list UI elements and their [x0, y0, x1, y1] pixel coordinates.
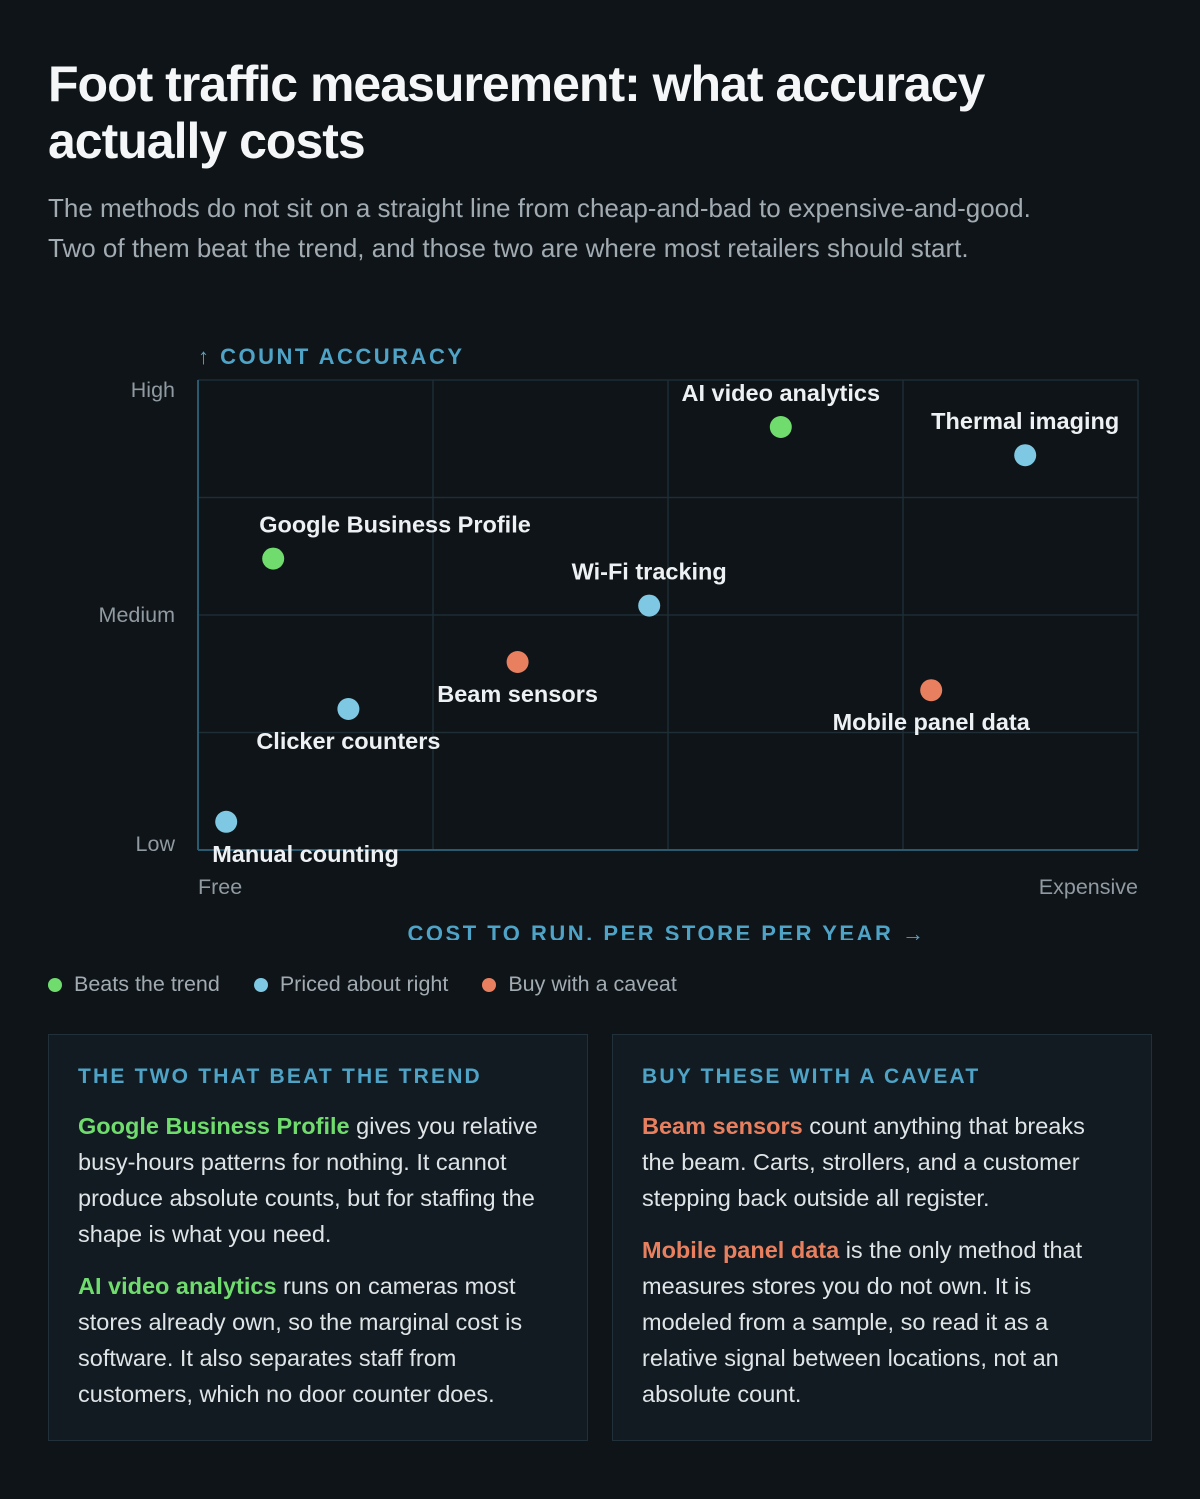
legend-dot-blue — [253, 977, 268, 992]
method-highlight: Beam sensors — [642, 1113, 803, 1139]
data-point — [638, 594, 661, 617]
legend-item-priced-right: Priced about right — [253, 972, 449, 997]
method-description: runs on cameras most stores already own,… — [78, 1273, 523, 1407]
legend-dot-orange — [482, 977, 497, 992]
y-tick-label: Low — [136, 832, 176, 856]
y-axis-title: ↑ COUNT ACCURACY — [198, 344, 465, 369]
method-description: count anything that breaks the beam. Car… — [642, 1113, 1085, 1211]
method-description: gives you relative busy-hours patterns f… — [78, 1113, 538, 1247]
y-tick-label: High — [131, 378, 175, 402]
legend-label: Beats the trend — [74, 972, 220, 996]
data-point — [920, 679, 943, 702]
chart-legend: Beats the trend Priced about right Buy w… — [48, 972, 677, 997]
scatter-chart: ↑ COUNT ACCURACY High Medium Low Free Expe… — [99, 344, 1139, 940]
legend-item-caveat: Buy with a caveat — [482, 972, 677, 997]
card-paragraph: Beam sensors count anything that breaks … — [642, 1108, 1123, 1216]
x-axis-title: COST TO RUN, PER STORE PER YEAR → — [408, 921, 927, 940]
data-label: Beam sensors — [437, 681, 598, 707]
card-beat-trend: THE TWO THAT BEAT THE TREND Google Busin… — [48, 1034, 588, 1441]
method-highlight: Google Business Profile — [78, 1113, 350, 1139]
data-label: Wi-Fi tracking — [572, 559, 727, 585]
data-label: Manual counting — [212, 841, 399, 867]
data-label: Clicker counters — [256, 728, 440, 754]
card-heading: BUY THESE WITH A CAVEAT — [642, 1065, 981, 1088]
y-axis-ticks: High Medium Low — [99, 378, 176, 856]
data-point — [1014, 444, 1037, 467]
x-tick-max: Expensive — [1039, 875, 1138, 899]
card-heading: THE TWO THAT BEAT THE TREND — [78, 1065, 482, 1088]
card-paragraph: Google Business Profile gives you relati… — [78, 1108, 559, 1252]
data-label: Mobile panel data — [833, 709, 1031, 735]
x-tick-min: Free — [198, 875, 242, 899]
data-point — [262, 547, 285, 570]
data-point — [769, 416, 792, 438]
data-label: Thermal imaging — [931, 408, 1119, 434]
card-paragraph: AI video analytics runs on cameras most … — [78, 1268, 559, 1412]
page-title: Foot traffic measurement: what accuracy … — [48, 56, 985, 169]
legend-item-beats-trend: Beats the trend — [48, 972, 220, 997]
method-description: is the only method that measures stores … — [642, 1237, 1083, 1407]
data-point — [215, 810, 238, 833]
data-point — [337, 698, 360, 720]
chart-points: AI video analytics Thermal imaging Google … — [212, 380, 1119, 867]
chart-grid — [197, 379, 1139, 851]
method-highlight: AI video analytics — [78, 1273, 277, 1299]
card-caveat: BUY THESE WITH A CAVEAT Beam sensors cou… — [612, 1034, 1152, 1441]
method-highlight: Mobile panel data — [642, 1237, 840, 1263]
legend-dot-green — [48, 977, 62, 992]
legend-label: Priced about right — [279, 972, 449, 996]
data-point — [506, 651, 529, 673]
legend-label: Buy with a caveat — [508, 972, 677, 996]
y-tick-label: Medium — [99, 603, 175, 627]
data-label: Google Business Profile — [259, 512, 531, 538]
card-paragraph: Mobile panel data is the only method tha… — [642, 1232, 1123, 1412]
page-subtitle: The methods do not sit on a straight lin… — [48, 193, 1031, 263]
data-label: AI video analytics — [682, 380, 881, 406]
